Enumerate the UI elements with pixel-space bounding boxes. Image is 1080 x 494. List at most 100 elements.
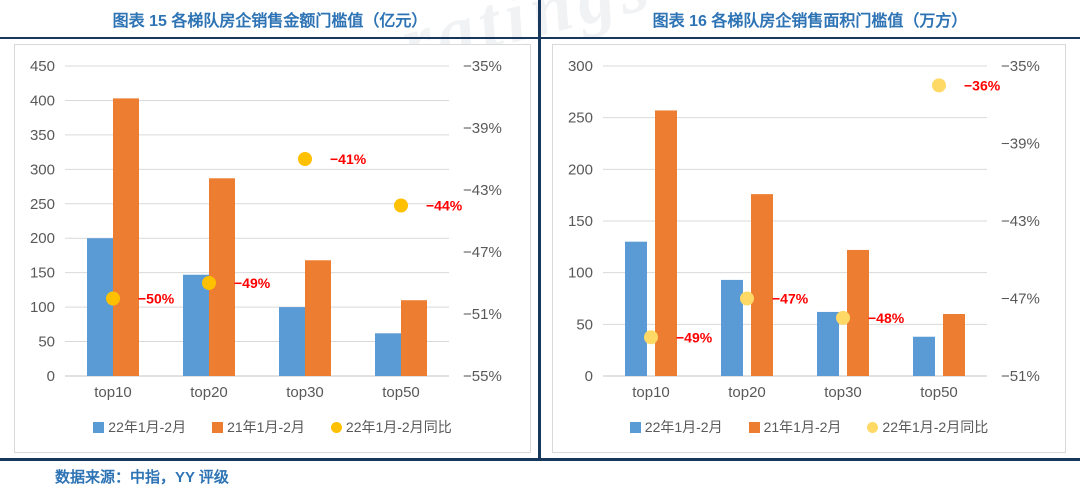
chart-16-plot: 300 250 200 150 100 50 0 −35% −39% −43% −47% −51% to… xyxy=(568,58,1040,401)
legend-square-icon xyxy=(93,421,105,433)
legend-item: 22年1月-2月同比 xyxy=(867,417,988,437)
bar-top50 xyxy=(375,333,401,376)
left-axis-tick: 250 xyxy=(568,110,593,127)
category-label: top10 xyxy=(94,384,132,401)
category-label: top20 xyxy=(190,384,228,401)
legend-circle-icon xyxy=(867,421,879,433)
bar-top20 xyxy=(209,178,235,376)
chart-15-plot: 450400350300250200150100500−35%−39%−43%−… xyxy=(30,58,502,401)
yoy-label-top10: −50% xyxy=(138,291,175,307)
yoy-dot-top10 xyxy=(644,330,658,345)
source-note: 数据来源：中指，YY 评级 xyxy=(55,469,229,486)
left-axis-tick: 250 xyxy=(30,196,55,213)
legend-item: 22年1月-2月 xyxy=(629,417,723,437)
right-axis-tick: −43% xyxy=(1001,213,1040,230)
right-axis-tick: −47% xyxy=(1001,291,1040,308)
bar-top10 xyxy=(625,241,647,376)
category-label: top50 xyxy=(382,384,420,401)
left-axis-tick: 0 xyxy=(47,368,55,385)
yoy-dot-top50 xyxy=(932,78,946,93)
title-rule-right xyxy=(540,37,1080,39)
bar-top20 xyxy=(721,279,743,376)
right-axis-tick: −47% xyxy=(463,244,502,261)
bar-top30 xyxy=(279,307,305,376)
bar-top20 xyxy=(751,194,773,376)
left-axis-tick: 450 xyxy=(30,58,55,75)
panel-chart-16: 图表 16 各梯队房企销售面积门槛值（万方） 300 250 200 150 100 50… xyxy=(540,0,1080,453)
left-axis-tick: 300 xyxy=(568,58,593,75)
left-axis-tick: 150 xyxy=(30,265,55,282)
bar-top10 xyxy=(655,110,677,376)
legend-label: 21年1月-2月 xyxy=(763,419,842,435)
center-divider xyxy=(538,0,541,461)
bar-top50 xyxy=(401,300,427,376)
bottom-rule xyxy=(0,458,1080,461)
legend-item: 22年1月-2月同比 xyxy=(330,417,452,437)
chart-16-legend: 22年1月-2月 21年1月-2月 22年1月-2月同比 xyxy=(553,407,1065,447)
right-axis-tick: −43% xyxy=(463,182,502,199)
yoy-dot-top20 xyxy=(202,276,216,290)
legend-label: 22年1月-2月同比 xyxy=(345,419,452,435)
title-rule-left xyxy=(0,37,540,39)
yoy-label-top20: −49% xyxy=(234,275,271,291)
chart-15-box: 450 400 350 300 250 200 150 100 50 0 −35% −39% −43% −… xyxy=(14,44,531,453)
right-axis-tick: −35% xyxy=(463,58,502,75)
yoy-dot-top10 xyxy=(106,291,120,306)
left-axis-tick: 200 xyxy=(568,161,593,178)
category-label: top30 xyxy=(286,384,324,401)
bar-top50 xyxy=(913,336,935,376)
chart-16-box: 300 250 200 150 100 50 0 −35% −39% −43% −47% −51% to… xyxy=(552,44,1066,453)
right-axis-tick: −51% xyxy=(1001,368,1040,385)
left-axis-tick: 100 xyxy=(568,265,593,282)
legend-label: 22年1月-2月同比 xyxy=(882,419,989,435)
left-axis-tick: 200 xyxy=(30,230,55,247)
chart-15-legend: 22年1月-2月 21年1月-2月 22年1月-2月同比 xyxy=(15,407,530,447)
right-axis-tick: −55% xyxy=(463,368,502,385)
legend-label: 21年1月-2月 xyxy=(227,419,305,435)
legend-item: 21年1月-2月 xyxy=(748,417,842,437)
left-axis-tick: 350 xyxy=(30,127,55,144)
yoy-label-top10: −49% xyxy=(676,329,713,345)
legend-label: 22年1月-2月 xyxy=(108,419,187,435)
yoy-label-top20: −47% xyxy=(772,291,809,307)
bar-top30 xyxy=(847,249,869,376)
legend-square-icon xyxy=(748,421,760,433)
yoy-dot-top50 xyxy=(394,198,408,213)
bar-top50 xyxy=(943,314,965,376)
bar-top20 xyxy=(183,274,209,376)
left-axis-tick: 50 xyxy=(576,316,593,333)
category-label: top10 xyxy=(632,384,670,401)
yoy-dot-top30 xyxy=(836,310,850,325)
panel-chart-15: 图表 15 各梯队房企销售金额门槛值（亿元） 450 400 350 300 250 20… xyxy=(0,0,540,453)
legend-square-icon xyxy=(629,421,641,433)
left-axis-tick: 0 xyxy=(585,368,593,385)
yoy-dot-top30 xyxy=(298,152,312,166)
right-axis-tick: −39% xyxy=(1001,136,1040,153)
legend-circle-icon xyxy=(330,421,342,433)
left-axis-tick: 150 xyxy=(568,213,593,230)
yoy-label-top50: −44% xyxy=(426,198,463,214)
yoy-label-top30: −48% xyxy=(868,310,905,326)
bar-top30 xyxy=(305,260,331,376)
chart-15-title: 图表 15 各梯队房企销售金额门槛值（亿元） xyxy=(112,12,428,30)
chart-panels: 图表 15 各梯队房企销售金额门槛值（亿元） 450 400 350 300 250 20… xyxy=(0,0,1080,453)
category-label: top50 xyxy=(920,384,958,401)
bar-top10 xyxy=(87,238,113,376)
yoy-dot-top20 xyxy=(740,291,754,306)
legend-item: 21年1月-2月 xyxy=(212,417,305,437)
right-axis-tick: −51% xyxy=(463,306,502,323)
legend-label: 22年1月-2月 xyxy=(644,419,723,435)
bar-top10 xyxy=(113,98,139,376)
left-axis-tick: 100 xyxy=(30,299,55,316)
category-label: top30 xyxy=(824,384,862,401)
legend-square-icon xyxy=(212,421,224,433)
left-axis-tick: 50 xyxy=(38,334,55,351)
chart-16-title: 图表 16 各梯队房企销售面积门槛值（万方） xyxy=(652,12,968,30)
bar-top30 xyxy=(817,311,839,376)
right-axis-tick: −39% xyxy=(463,120,502,137)
left-axis-tick: 400 xyxy=(30,92,55,109)
category-label: top20 xyxy=(728,384,766,401)
yoy-label-top50: −36% xyxy=(964,77,1001,93)
right-axis-tick: −35% xyxy=(1001,58,1040,75)
